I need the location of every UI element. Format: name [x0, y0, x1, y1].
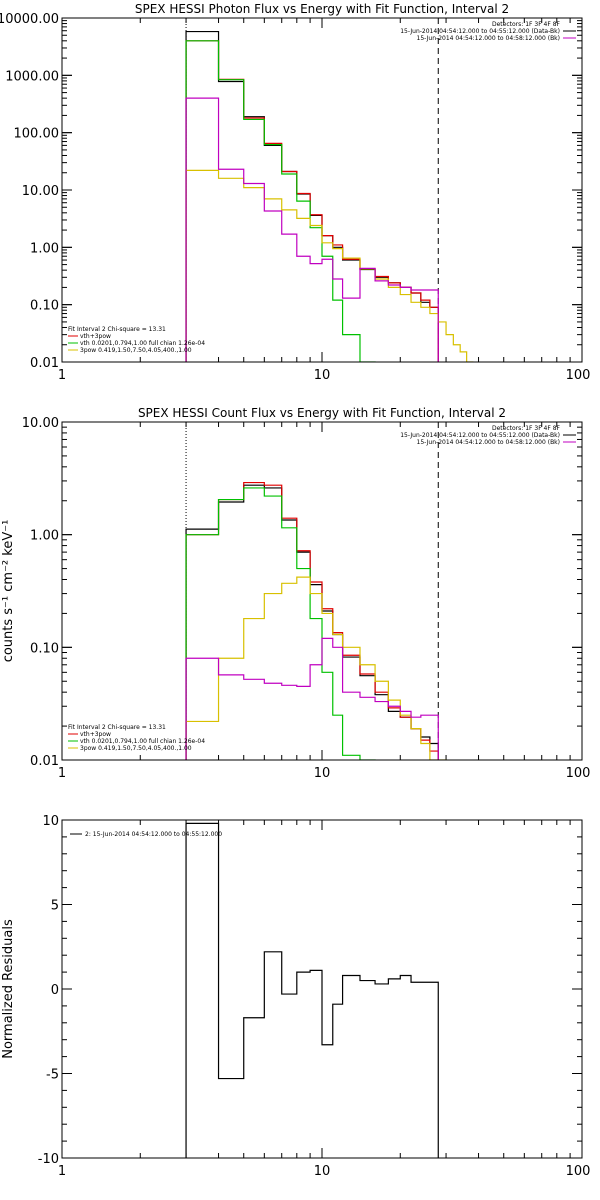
y-tick-label: 0.10	[30, 299, 59, 314]
y-tick-label: 0.01	[30, 356, 59, 371]
y-tick-label: 1.00	[30, 241, 59, 256]
y-tick-label: 10.00	[22, 416, 59, 431]
x-tick-label: 1	[58, 1164, 66, 1179]
legend-text: 3pow 0.419,1.50,7.50,4.05,400.,1.00	[80, 347, 192, 354]
y-tick-label: 100.00	[14, 127, 60, 142]
y-tick-label: 10.00	[22, 184, 59, 199]
legend-text: 3pow 0.419,1.50,7.50,4.05,400.,1.00	[80, 745, 192, 752]
legend-text: 15-Jun-2014 04:54:12.000 to 04:55:12.000…	[400, 432, 560, 439]
plot-frame	[61, 819, 583, 1159]
legend-text: vth 0.0201,0.794,1.00 full chian 1.26e-0…	[80, 340, 205, 347]
series-4-step-line	[185, 97, 439, 362]
y-tick-label: 0	[51, 983, 59, 998]
x-tick-label: 1	[58, 368, 66, 383]
legend-text: Detectors: 1F 3F 4F 8F	[492, 21, 561, 28]
y-tick-label: 10000.00	[0, 12, 59, 27]
series-0-step-line	[185, 30, 439, 362]
y-tick-label: 10	[42, 814, 59, 829]
series-2-step-line	[185, 40, 376, 362]
x-tick-label: 100	[566, 1164, 591, 1179]
legend-text: 2: 15-Jun-2014 04:54:12.000 to 04:55:12.…	[85, 831, 222, 838]
series-0-step-line	[185, 484, 439, 760]
y-tick-label: -5	[46, 1068, 59, 1083]
y-tick-label: -10	[38, 1152, 59, 1167]
x-tick-label: 1	[58, 766, 66, 781]
series-0-step-line	[185, 822, 439, 1158]
y-axis-label: Normalized Residuals	[1, 919, 16, 1059]
series-3-step-line	[185, 576, 447, 760]
y-tick-label: 0.01	[30, 754, 59, 769]
y-tick-label: 1000.00	[5, 69, 59, 84]
legend-text: 15-Jun-2014 04:54:12.000 to 04:58:12.000…	[417, 439, 560, 446]
legend-text: Detectors: 1F 3F 4F 8F	[492, 425, 561, 432]
series-3-step-line	[185, 169, 474, 362]
legend-text: Fit Interval 2 Chi-square = 13.31	[68, 724, 166, 731]
series-1-step-line	[185, 481, 439, 760]
legend-text: Fit Interval 2 Chi-square = 13.31	[68, 326, 166, 333]
x-tick-label: 100	[566, 368, 591, 383]
y-tick-label: 5	[51, 899, 59, 914]
y-tick-label: 0.10	[30, 641, 59, 656]
series-1-step-line	[185, 40, 439, 362]
legend-text: vth 0.0201,0.794,1.00 full chian 1.26e-0…	[80, 738, 205, 745]
chart-title: SPEX HESSI Count Flux vs Energy with Fit…	[138, 406, 506, 420]
series-2-step-line	[185, 487, 376, 760]
plot-frame	[61, 421, 583, 761]
legend-text: 15-Jun-2014 04:54:12.000 to 04:55:12.000…	[400, 28, 560, 35]
y-tick-label: 1.00	[30, 529, 59, 544]
x-tick-label: 10	[314, 368, 331, 383]
legend-text: 15-Jun-2014 04:54:12.000 to 04:58:12.000…	[417, 35, 560, 42]
y-axis-label: counts s⁻¹ cm⁻² keV⁻¹	[1, 520, 16, 663]
x-tick-label: 100	[566, 766, 591, 781]
legend-text: vth+3pow	[80, 333, 111, 340]
legend-text: vth+3pow	[80, 731, 111, 738]
series-4-step-line	[185, 637, 439, 760]
chart-title: SPEX HESSI Photon Flux vs Energy with Fi…	[135, 2, 509, 16]
x-tick-label: 10	[314, 766, 331, 781]
x-tick-label: 10	[314, 1164, 331, 1179]
plot-frame	[61, 17, 583, 363]
